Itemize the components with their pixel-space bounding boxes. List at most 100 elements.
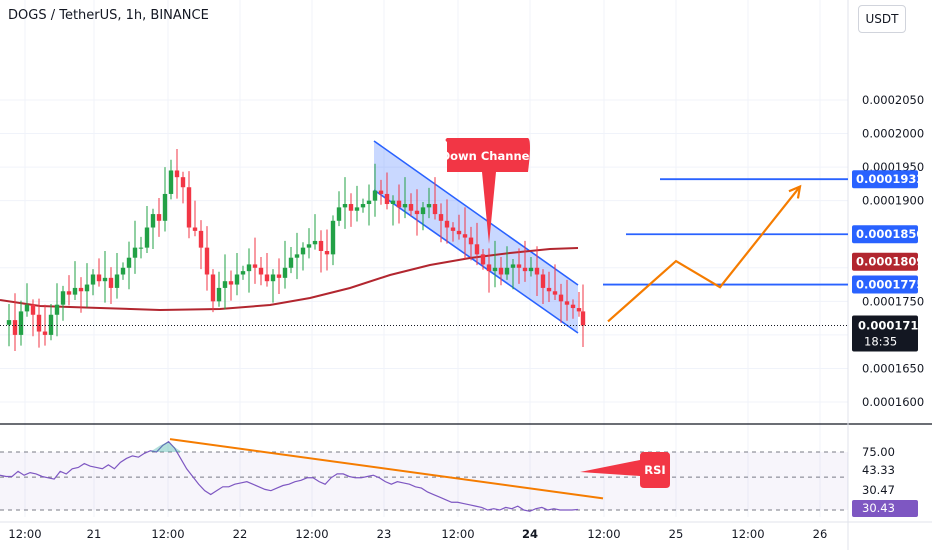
- candle: [72, 287, 78, 295]
- candle: [276, 274, 282, 278]
- candle: [552, 291, 558, 295]
- candle: [102, 277, 108, 282]
- time-tick-label: 24: [522, 527, 538, 541]
- time-tick-label: 12:00: [295, 527, 328, 541]
- candle: [264, 274, 270, 282]
- candle: [210, 274, 216, 302]
- candle: [342, 204, 348, 208]
- candle: [408, 204, 414, 211]
- candle: [510, 264, 516, 268]
- candle: [90, 274, 96, 285]
- price-tick-label: 0.0001600: [862, 395, 924, 409]
- candle: [174, 170, 180, 178]
- candle: [246, 264, 252, 272]
- candle: [84, 284, 90, 292]
- candle: [390, 200, 396, 205]
- candle: [132, 247, 138, 258]
- candle: [150, 214, 156, 228]
- candle: [222, 281, 228, 288]
- time-tick-label: 12:00: [731, 527, 764, 541]
- price-tick-label: 0.0002000: [862, 127, 924, 141]
- candle: [580, 311, 586, 326]
- candle: [396, 200, 402, 208]
- candle: [528, 267, 534, 272]
- candle: [456, 230, 462, 235]
- candle: [414, 210, 420, 215]
- candle: [330, 220, 336, 255]
- time-tick-label: 23: [377, 527, 392, 541]
- time-tick-label: 12:00: [587, 527, 620, 541]
- candle: [294, 254, 300, 258]
- rsi-tick-label: 30.47: [862, 483, 895, 497]
- moving-average-line: [0, 247, 579, 312]
- rsi-value-label: 30.43: [862, 501, 895, 515]
- time-tick-label: 12:00: [151, 527, 184, 541]
- rsi-line: [0, 440, 579, 512]
- candle: [432, 204, 438, 215]
- candle: [180, 177, 186, 188]
- time-tick-label: 22: [233, 527, 248, 541]
- price-tick-label: 0.0002050: [862, 93, 924, 107]
- last-price-label: 0.0001714: [858, 318, 926, 332]
- ma-price-badge: [852, 252, 918, 271]
- candle: [372, 190, 378, 201]
- price-tick-label: 0.0001650: [862, 361, 924, 375]
- currency-unit-button[interactable]: USDT: [858, 5, 906, 33]
- candle: [576, 308, 582, 312]
- candle: [558, 294, 564, 302]
- candle: [546, 287, 552, 292]
- rsi-trendline: [169, 438, 604, 500]
- rsi-tick-label: 43.33: [862, 463, 895, 477]
- candle: [240, 271, 246, 275]
- candle: [258, 267, 264, 275]
- candle: [144, 227, 150, 248]
- candle: [360, 204, 366, 208]
- projection-path: [607, 185, 801, 323]
- candle: [318, 240, 324, 251]
- candle: [348, 204, 354, 211]
- chart-title: DOGS / TetherUS, 1h, BINANCE: [8, 8, 209, 23]
- candle: [252, 264, 258, 268]
- candle: [198, 230, 204, 248]
- level-price-badge-label: 0.0001775: [856, 278, 924, 292]
- candle: [186, 187, 192, 228]
- candle: [522, 267, 528, 272]
- candle: [438, 214, 444, 221]
- candle: [486, 264, 492, 272]
- time-tick-label: 12:00: [8, 527, 41, 541]
- time-tick-label: 25: [669, 527, 684, 541]
- rsi-band: [0, 452, 848, 510]
- rsi-callout-label: RSI: [644, 463, 665, 477]
- candle: [96, 274, 102, 282]
- countdown-label: 18:35: [864, 334, 897, 348]
- candle: [324, 251, 330, 255]
- candle: [384, 193, 390, 205]
- candle: [498, 267, 504, 275]
- candle: [288, 257, 294, 268]
- candle: [444, 220, 450, 228]
- candle: [564, 301, 570, 305]
- candle: [120, 267, 126, 275]
- candle: [36, 314, 42, 332]
- candle: [216, 287, 222, 302]
- candle: [540, 274, 546, 288]
- time-tick-label: 12:00: [441, 527, 474, 541]
- candle: [78, 287, 84, 292]
- candle: [66, 291, 72, 295]
- candle: [462, 234, 468, 238]
- down-channel-label: Down Channel: [441, 149, 534, 163]
- level-price-badge: [852, 170, 918, 189]
- candle: [270, 274, 276, 282]
- candle: [426, 204, 432, 208]
- level-price-badge: [852, 275, 918, 294]
- candle: [570, 304, 576, 309]
- level-price-badge: [852, 225, 918, 244]
- candle: [18, 311, 24, 335]
- candle: [474, 244, 480, 255]
- level-price-badge-label: 0.0001850: [856, 227, 924, 241]
- down-channel-fill: [374, 142, 578, 333]
- candle: [504, 267, 510, 275]
- candle: [516, 264, 522, 268]
